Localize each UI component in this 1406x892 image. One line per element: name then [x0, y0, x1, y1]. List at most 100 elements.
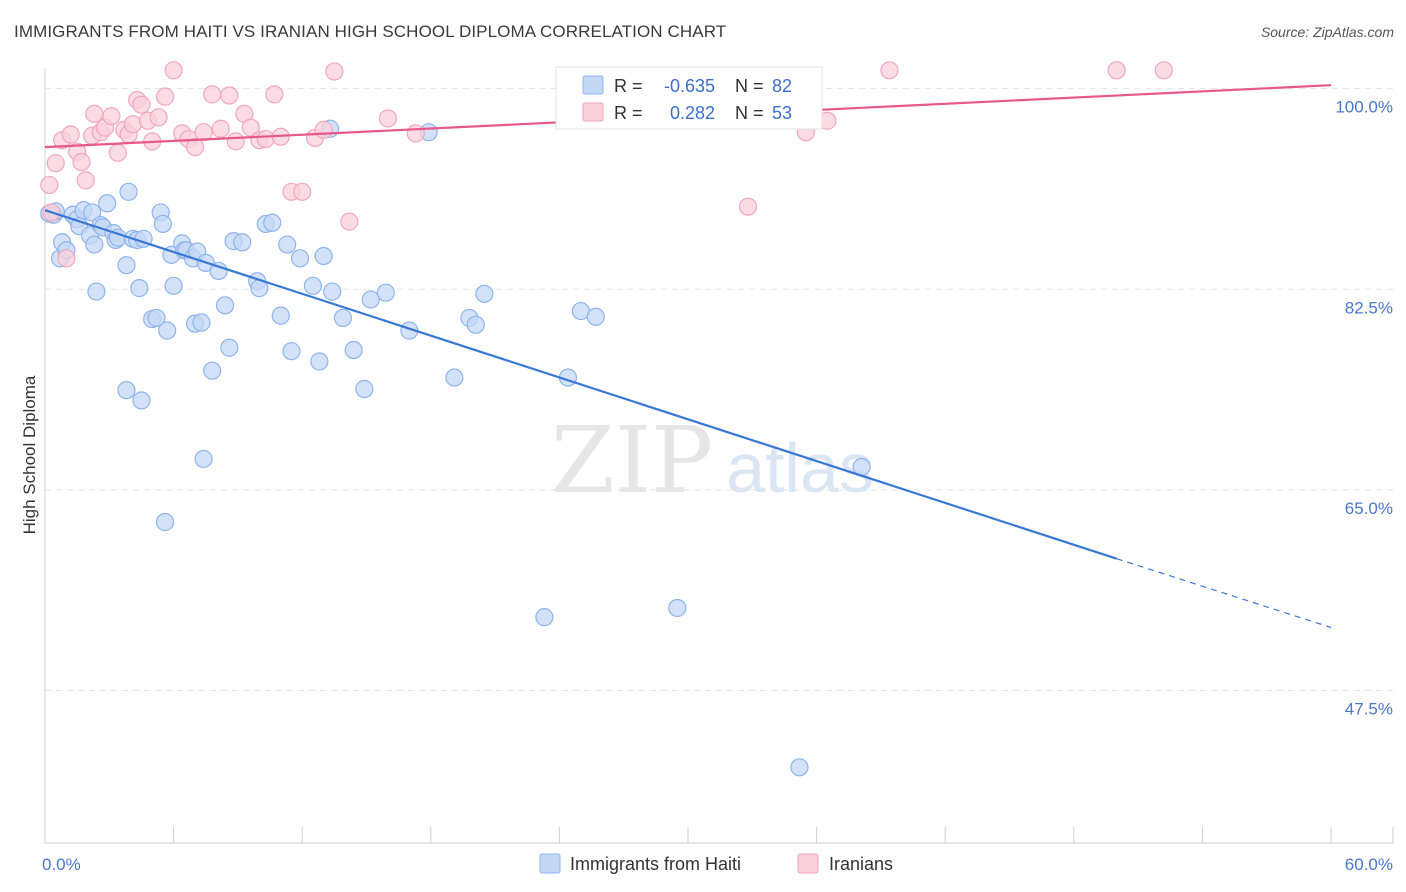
series-0-point-55	[303, 276, 323, 295]
series-0-point-76	[586, 307, 605, 326]
series-0-point-44	[220, 338, 239, 357]
series-1-point-44	[340, 212, 359, 231]
watermark-atlas: atlas	[726, 429, 874, 507]
series-0-point-53	[282, 342, 301, 361]
series-0-point-52	[278, 235, 297, 254]
legend-n-value-haiti: 82	[772, 76, 792, 96]
series-0-point-11	[83, 203, 102, 222]
series-0-point-46	[233, 233, 252, 252]
series-0-point-51	[271, 306, 290, 325]
series-1-point-24	[164, 61, 183, 80]
series-0-point-54	[290, 249, 310, 268]
series-1-point-50	[880, 61, 899, 80]
series-1-point-13	[102, 107, 121, 126]
series-1-point-31	[220, 86, 239, 105]
series-0-point-61	[355, 379, 374, 399]
series-1-point-7	[72, 152, 91, 172]
series-1-point-30	[211, 119, 230, 138]
series-0-point-27	[147, 308, 166, 328]
series-1-point-46	[406, 124, 425, 143]
series-1-point-51	[1107, 61, 1126, 80]
series-1-point-19	[132, 95, 151, 114]
series-0-point-39	[192, 313, 211, 332]
y-tick-label-2: 65.0%	[1345, 499, 1393, 518]
watermark-zip: ZIP	[551, 407, 713, 514]
grid-lines	[45, 88, 1393, 692]
series-0-point-43	[215, 296, 235, 315]
series-1-point-42	[314, 120, 333, 140]
y-tick-label-0: 100.0%	[1335, 98, 1393, 117]
legend-swatch-haiti	[582, 75, 604, 95]
legend-r-label-haiti: R =	[614, 76, 643, 96]
series-1-point-17	[123, 115, 142, 134]
x-tick-label-end: 60.0%	[1345, 855, 1393, 874]
series-0-point-58	[323, 282, 342, 301]
series-1-point-52	[1154, 61, 1173, 80]
series-0-point-63	[376, 283, 395, 302]
series-1-point-4	[57, 249, 76, 268]
y-axis-label: High School Diploma	[20, 375, 39, 534]
legend-n-label-iranians: N =	[735, 103, 764, 123]
legend-r-label-iranians: R =	[614, 103, 643, 123]
bottom-legend-swatch-iranians	[797, 853, 819, 874]
series-1-point-43	[325, 62, 344, 81]
series-1-point-10	[85, 104, 104, 123]
series-1-point-29	[203, 85, 222, 104]
tick-labels: 100.0% 82.5% 65.0% 47.5% 0.0% 60.0%	[42, 98, 1393, 874]
y-tick-label-3: 47.5%	[1345, 700, 1393, 719]
series-1-point-32	[226, 132, 245, 151]
series-0-point-72	[466, 315, 485, 334]
series-0-point-41	[203, 361, 222, 380]
series-0-point-13	[87, 282, 106, 301]
series-0-point-20	[117, 256, 136, 275]
series-0-point-67	[132, 391, 151, 410]
series-0-point-66	[117, 381, 136, 400]
series-0-point-60	[344, 340, 363, 360]
watermark: ZIP atlas	[551, 407, 874, 514]
series-1-point-27	[185, 138, 205, 157]
series-0-point-70	[445, 368, 464, 387]
series-0-trend-extension	[1116, 558, 1332, 629]
series-0-point-79	[790, 758, 809, 777]
series-1-point-23	[155, 87, 175, 106]
legend: R = -0.635 N = 82 R = 0.282 N = 53	[555, 66, 823, 130]
series-0-point-57	[314, 246, 333, 266]
bottom-legend-label-haiti: Immigrants from Haiti	[570, 854, 741, 874]
series-0-point-32	[164, 276, 183, 295]
series-0-point-24	[130, 279, 149, 298]
series-1-point-0	[40, 175, 59, 195]
series-0-trend-line	[44, 209, 1118, 560]
series-1-point-28	[194, 123, 213, 142]
series-1-point-14	[108, 143, 127, 162]
series-1-point-22	[149, 108, 168, 127]
series-0-point-78	[668, 598, 687, 618]
series-0-point-50	[263, 213, 282, 232]
bottom-legend-swatch-haiti	[539, 853, 561, 874]
legend-n-label-haiti: N =	[735, 76, 764, 96]
series-1-point-40	[293, 182, 312, 201]
series-1-point-5	[61, 125, 80, 144]
series-0-point-69	[155, 512, 175, 532]
legend-r-value-iranians: 0.282	[670, 103, 715, 123]
series-1-point-8	[76, 171, 95, 190]
legend-r-value-haiti: -0.635	[664, 76, 715, 96]
series-1-point-47	[738, 197, 758, 216]
series-0-point-68	[194, 449, 213, 469]
chart-title: IMMIGRANTS FROM HAITI VS IRANIAN HIGH SC…	[14, 22, 727, 41]
series-0-point-62	[361, 290, 380, 309]
series-1-point-37	[265, 85, 284, 104]
series-0-point-42	[209, 261, 228, 281]
series-1-point-2	[46, 154, 65, 173]
series-0-point-30	[158, 321, 177, 340]
series-0-point-29	[153, 214, 172, 234]
series-0-point-73	[475, 284, 494, 303]
series-0-point-12	[85, 235, 104, 254]
bottom-legend-label-iranians: Iranians	[829, 854, 893, 874]
axes	[44, 68, 1394, 844]
series-0-point-77	[535, 608, 554, 627]
x-tick-label-start: 0.0%	[42, 855, 81, 874]
series-0-point-59	[333, 308, 353, 328]
series-0-point-21	[119, 182, 138, 201]
series-0-point-56	[310, 352, 329, 371]
y-tick-label-1: 82.5%	[1345, 298, 1393, 317]
